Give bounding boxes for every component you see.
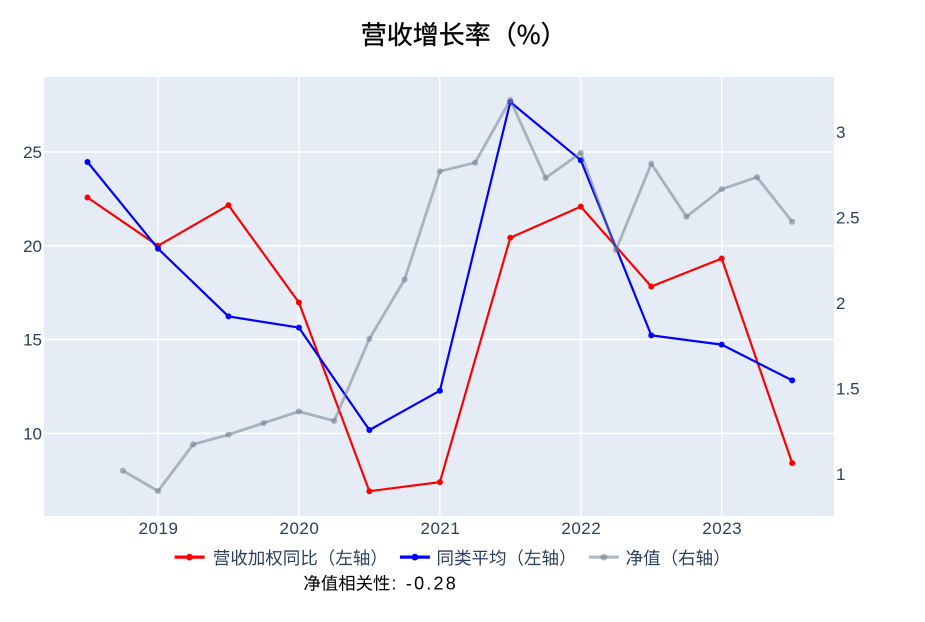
svg-text:2.5: 2.5 <box>836 209 860 228</box>
svg-text:15: 15 <box>23 331 42 350</box>
svg-text:2023: 2023 <box>702 519 742 538</box>
svg-text:2022: 2022 <box>561 519 601 538</box>
svg-text:20: 20 <box>23 237 42 256</box>
svg-text:2020: 2020 <box>279 519 319 538</box>
svg-text:1: 1 <box>836 465 845 484</box>
svg-text:2021: 2021 <box>420 519 460 538</box>
svg-text:: -0.28: : -0.28 <box>392 574 458 594</box>
svg-text:10: 10 <box>23 424 42 443</box>
svg-text:2019: 2019 <box>139 519 179 538</box>
svg-text:25: 25 <box>23 143 42 162</box>
svg-text:3: 3 <box>836 123 845 142</box>
svg-text:1.5: 1.5 <box>836 380 860 399</box>
svg-text:2: 2 <box>836 294 845 313</box>
